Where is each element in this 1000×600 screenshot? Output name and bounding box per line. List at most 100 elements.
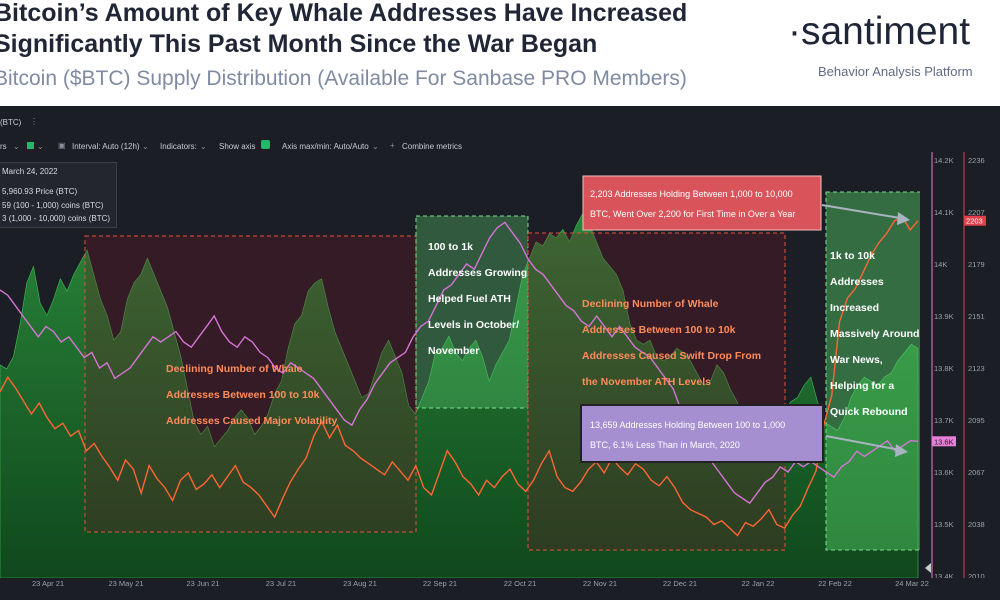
legend-whale-value: 3	[2, 214, 7, 223]
x-axis-band	[0, 578, 1000, 600]
annotation-text-drop: the November ATH Levels	[582, 376, 711, 388]
callout-whale-text: BTC, Went Over 2,200 for First Time in O…	[590, 209, 795, 219]
page-title-line2: Significantly This Past Month Since the …	[0, 30, 598, 58]
annotation-box-rebound	[825, 191, 922, 551]
plus-icon[interactable]: +	[390, 141, 395, 150]
annotation-text-rebound: Quick Rebound	[830, 406, 908, 418]
x-axis-tick: 24 Mar 22	[895, 579, 929, 588]
combine-metrics-button[interactable]: Combine metrics	[402, 142, 463, 151]
arrow-head-icon	[897, 212, 910, 225]
x-axis-tick: 23 Aug 21	[343, 579, 377, 588]
mid-axis-tick: 14.2K	[934, 156, 954, 165]
whale-current-tag	[964, 215, 986, 226]
arrow-head-icon	[895, 444, 908, 457]
callout-whale-arrow	[821, 204, 907, 220]
whale-axis-tick: 2038	[968, 520, 985, 529]
annotation-box-drop	[527, 232, 786, 551]
annotation-text-rebound: Increased	[830, 302, 879, 314]
callout-whale-text: 2,203 Addresses Holding Between 1,000 to…	[590, 189, 793, 199]
mid-axis-tick: 14.1K	[934, 208, 954, 217]
axis-maxmin-selector[interactable]: Axis max/min: Auto/Auto	[282, 142, 369, 151]
santiment-logo: ·santiment	[788, 10, 971, 53]
annotation-text-rebound: 1k to 10k	[830, 250, 875, 262]
chart-panel: (BTC) ⋮ rs ⌄ ⌄ ▣ Interval: Auto (12h) ⌄ …	[0, 106, 1000, 600]
annotation-box-volatility	[84, 235, 417, 533]
whale-axis-tick: 2151	[968, 312, 985, 321]
x-axis-tick: 23 Apr 21	[32, 579, 64, 588]
annotation-text-volatility: Addresses Caused Major Volatility	[166, 415, 338, 427]
chevron-down-icon[interactable]: ⌄	[200, 142, 207, 151]
metrics-selector[interactable]: rs	[0, 142, 7, 151]
callout-mid-box	[580, 404, 824, 463]
calendar-icon[interactable]: ▣	[58, 141, 66, 150]
indicators-selector[interactable]: Indicators:	[160, 142, 197, 151]
legend-mid-label: (100 - 1,000) coins (BTC)	[13, 201, 104, 210]
whale-axis-tick: 2067	[968, 468, 985, 477]
header: Bitcoin’s Amount of Key Whale Addresses …	[0, 0, 1000, 105]
x-axis-tick: 22 Jan 22	[742, 579, 775, 588]
legend-mid-value: 59	[2, 201, 11, 210]
legend-date: March 24, 2022	[2, 167, 58, 176]
x-axis-tick: 22 Sep 21	[423, 579, 457, 588]
x-axis-tick: 22 Nov 21	[583, 579, 617, 588]
annotation-text-volatility: Addresses Between 100 to 10k	[166, 389, 320, 401]
annotation-text-ath-fuel: 100 to 1k	[428, 241, 473, 253]
legend-mid: 59 (100 - 1,000) coins (BTC)	[2, 201, 103, 210]
legend-price-label: Price (BTC)	[35, 187, 78, 196]
annotation-text-rebound: Addresses	[830, 276, 884, 288]
mid-axis-tick: 13.5K	[934, 520, 954, 529]
x-axis-tick: 23 Jul 21	[266, 579, 296, 588]
interval-selector[interactable]: Interval: Auto (12h)	[72, 142, 140, 151]
chart-svg: 14.2K 14.1K 14K 13.9K 13.8K 13.7K 13.6K 13.5K 13…	[0, 152, 1000, 600]
page-title-line1: Bitcoin’s Amount of Key Whale Addresses …	[0, 0, 688, 27]
whale-axis-tick: 2236	[968, 156, 985, 165]
x-axis-tick: 22 Feb 22	[818, 579, 852, 588]
mid-current-tag	[932, 436, 956, 447]
whale-axis-tick: 2207	[968, 208, 985, 217]
mid-axis-tick: 14K	[934, 260, 947, 269]
whale-axis-tick: 2123	[968, 364, 985, 373]
whale-axis-tick: 2095	[968, 416, 985, 425]
x-axis-tick: 22 Oct 21	[504, 579, 537, 588]
scroll-arrow-icon	[925, 563, 931, 573]
chart-toolbar: (BTC) ⋮ rs ⌄ ⌄ ▣ Interval: Auto (12h) ⌄ …	[0, 106, 1000, 158]
mid-current-label: 13.6K	[934, 437, 954, 446]
annotation-text-ath-fuel: Addresses Growing	[428, 267, 527, 279]
legend-whale: 3 (1,000 - 10,000) coins (BTC)	[2, 214, 110, 223]
annotation-text-rebound: War News,	[830, 354, 883, 366]
asset-selector[interactable]: (BTC)	[0, 118, 22, 127]
show-axis-checkbox[interactable]	[261, 140, 270, 150]
chevron-down-icon[interactable]: ⌄	[142, 142, 149, 151]
annotation-text-drop: Addresses Caused Swift Drop From	[582, 350, 761, 362]
annotation-text-rebound: Massively Around	[830, 328, 919, 340]
show-axis-label: Show axis	[219, 142, 256, 151]
mid-axis-tick: 13.6K	[934, 468, 954, 477]
mid-axis-tick: 13.9K	[934, 312, 954, 321]
color-swatch[interactable]	[27, 141, 34, 150]
x-axis-tick: 23 May 21	[108, 579, 143, 588]
chevron-down-icon[interactable]: ⌄	[37, 142, 44, 151]
axis-panel	[920, 152, 1000, 600]
callout-mid-text: BTC, 6.1% Less Than in March, 2020	[590, 440, 740, 450]
page-subtitle: Bitcoin ($BTC) Supply Distribution (Avai…	[0, 67, 687, 90]
legend-price-value: 5,960.93	[2, 187, 34, 196]
more-icon[interactable]: ⋮	[30, 117, 38, 126]
x-axis-tick: 23 Jun 21	[187, 579, 220, 588]
whale-axis-tick: 2010	[968, 572, 985, 581]
mid-axis-tick: 13.4K	[934, 572, 954, 581]
callout-mid-text: 13,659 Addresses Holding Between 100 to …	[590, 420, 785, 430]
legend-price: 5,960.93 Price (BTC)	[2, 187, 77, 196]
callout-mid-arrow	[825, 435, 901, 451]
brand-tagline: Behavior Analysis Platform	[818, 64, 973, 79]
annotation-text-ath-fuel: November	[428, 345, 479, 357]
mid-holders-line	[0, 221, 919, 505]
chevron-down-icon[interactable]: ⌄	[13, 142, 20, 151]
legend-whale-label: (1,000 - 10,000) coins (BTC)	[8, 214, 111, 223]
whale-axis-tick: 2179	[968, 260, 985, 269]
mid-axis-tick: 13.7K	[934, 416, 954, 425]
chevron-down-icon[interactable]: ⌄	[372, 142, 379, 151]
mid-axis-tick: 13.8K	[934, 364, 954, 373]
annotation-text-drop: Addresses Between 100 to 10k	[582, 324, 736, 336]
whale-holders-line	[0, 216, 919, 537]
annotation-text-ath-fuel: Levels in October/	[428, 319, 519, 331]
